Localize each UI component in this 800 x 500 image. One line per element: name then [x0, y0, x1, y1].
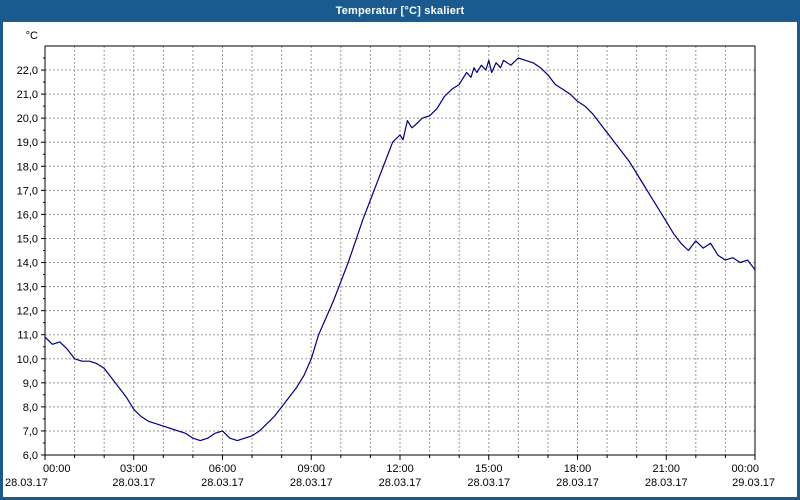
- svg-text:28.03.17: 28.03.17: [556, 477, 599, 489]
- svg-text:12:00: 12:00: [386, 463, 414, 475]
- svg-text:03:00: 03:00: [120, 463, 148, 475]
- svg-text:28.03.17: 28.03.17: [201, 477, 244, 489]
- svg-text:00:00: 00:00: [43, 463, 71, 475]
- svg-text:28.03.17: 28.03.17: [112, 477, 155, 489]
- svg-text:18,0: 18,0: [17, 161, 38, 173]
- svg-text:20,0: 20,0: [17, 113, 38, 125]
- svg-text:28.03.17: 28.03.17: [290, 477, 333, 489]
- svg-text:13,0: 13,0: [17, 282, 38, 294]
- window-title: Temperatur [°C] skaliert: [335, 5, 465, 17]
- svg-text:14,0: 14,0: [17, 258, 38, 270]
- svg-text:28.03.17: 28.03.17: [5, 477, 48, 489]
- svg-text:21,0: 21,0: [17, 89, 38, 101]
- svg-text:15,0: 15,0: [17, 233, 38, 245]
- svg-text:18:00: 18:00: [564, 463, 592, 475]
- window-title-bar: Temperatur [°C] skaliert: [0, 0, 800, 22]
- svg-text:09:00: 09:00: [297, 463, 325, 475]
- svg-text:19,0: 19,0: [17, 137, 38, 149]
- svg-text:29.03.17: 29.03.17: [732, 477, 775, 489]
- svg-text:21:00: 21:00: [652, 463, 680, 475]
- svg-text:28.03.17: 28.03.17: [645, 477, 688, 489]
- svg-text:11,0: 11,0: [17, 330, 38, 342]
- svg-text:16,0: 16,0: [17, 209, 38, 221]
- svg-text:6,0: 6,0: [23, 450, 38, 462]
- temperature-line-chart: 6,0 7,0 8,0 9,0 10,0 11,0 12,0 13,0 14,0 15,0 16,0…: [5, 30, 775, 489]
- svg-text:22,0: 22,0: [17, 65, 38, 77]
- svg-text:00:00: 00:00: [731, 463, 759, 475]
- svg-text:28.03.17: 28.03.17: [379, 477, 422, 489]
- svg-text:8,0: 8,0: [23, 402, 38, 414]
- svg-text:28.03.17: 28.03.17: [467, 477, 510, 489]
- svg-text:17,0: 17,0: [17, 185, 38, 197]
- svg-text:7,0: 7,0: [23, 426, 38, 438]
- svg-text:06:00: 06:00: [209, 463, 237, 475]
- svg-text:9,0: 9,0: [23, 378, 38, 390]
- svg-text:°C: °C: [26, 30, 38, 42]
- svg-text:12,0: 12,0: [17, 306, 38, 318]
- svg-text:10,0: 10,0: [17, 354, 38, 366]
- svg-text:15:00: 15:00: [475, 463, 503, 475]
- chart-frame: 6,0 7,0 8,0 9,0 10,0 11,0 12,0 13,0 14,0 15,0 16,0…: [0, 22, 800, 500]
